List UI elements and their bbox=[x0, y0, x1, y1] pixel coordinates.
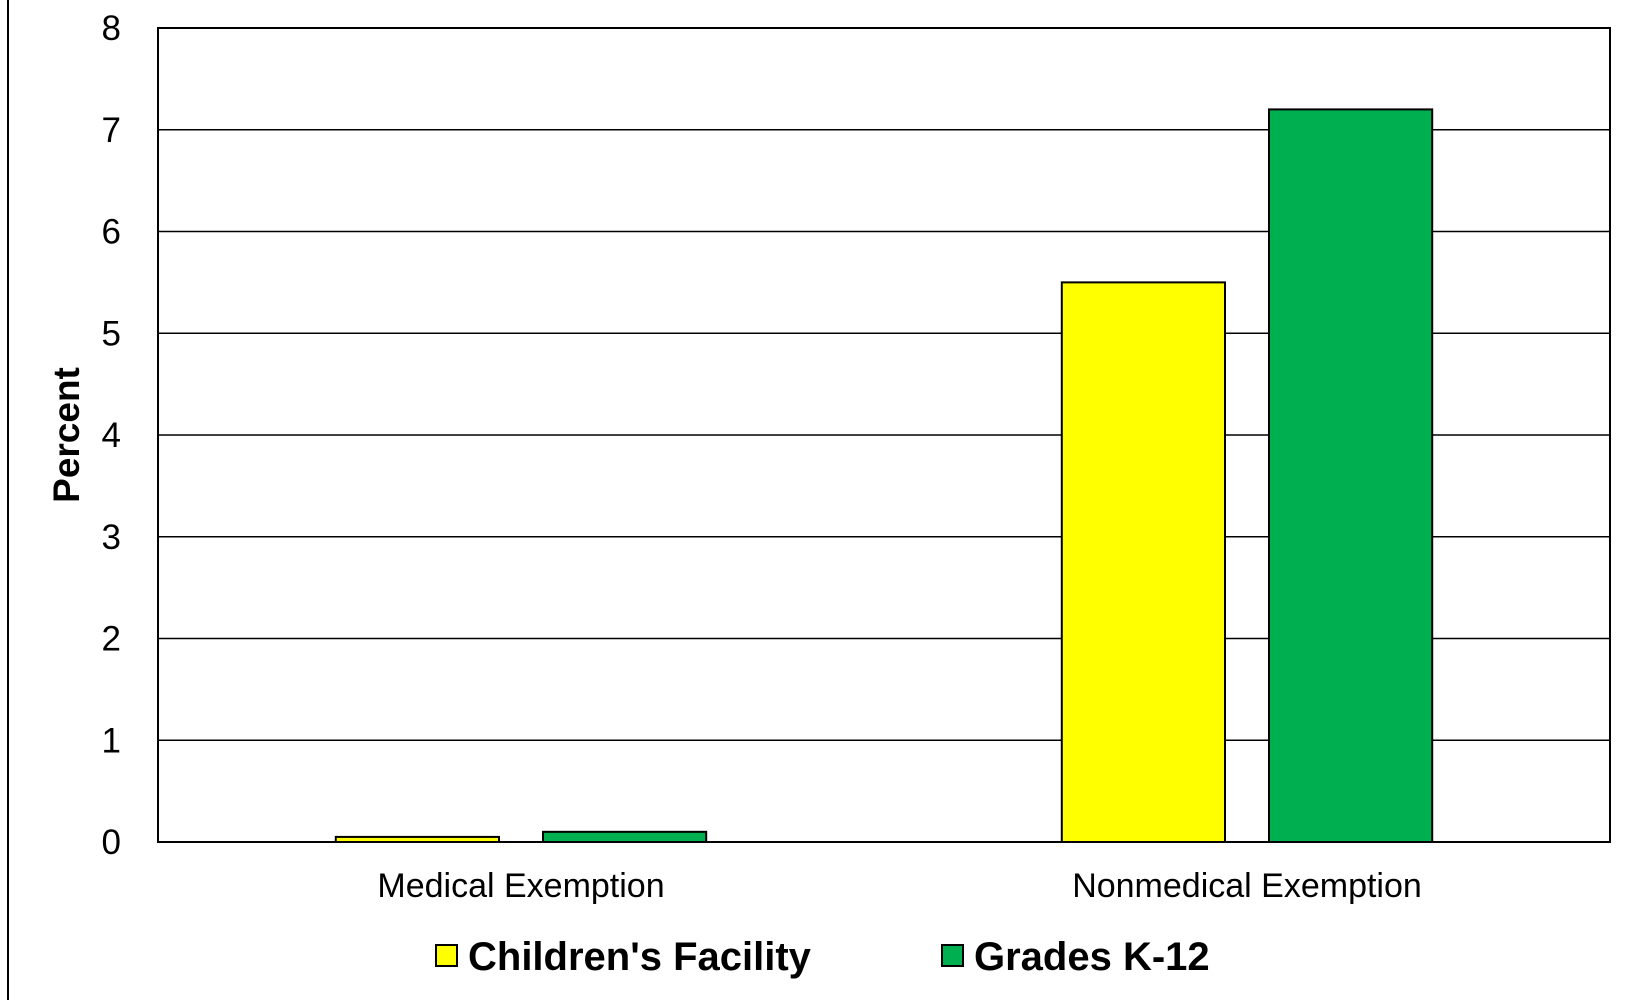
bar bbox=[541, 830, 708, 844]
legend-swatch bbox=[435, 944, 458, 967]
legend-label: Grades K-12 bbox=[974, 935, 1210, 979]
x-category-label: Nonmedical Exemption bbox=[1072, 867, 1422, 905]
x-axis-category-labels: Medical Exemption Nonmedical Exemption bbox=[377, 867, 1421, 905]
y-tick-label: 3 bbox=[102, 518, 121, 557]
y-tick-label: 8 bbox=[102, 9, 121, 48]
y-axis-tick-labels: 0 1 2 3 4 5 6 7 8 bbox=[102, 9, 121, 862]
x-category-label: Medical Exemption bbox=[377, 867, 664, 905]
y-tick-label: 4 bbox=[102, 416, 121, 455]
y-tick-label: 5 bbox=[102, 314, 121, 353]
legend-swatch bbox=[941, 944, 964, 967]
legend-label: Children's Facility bbox=[468, 935, 812, 979]
y-tick-label: 0 bbox=[102, 823, 121, 862]
plot-area-border bbox=[157, 27, 1611, 843]
y-tick-label: 6 bbox=[102, 213, 121, 252]
bar bbox=[1060, 281, 1227, 843]
y-tick-label: 1 bbox=[102, 721, 121, 760]
y-axis-label: Percent bbox=[46, 367, 87, 503]
legend: Children's Facility Grades K-12 bbox=[435, 935, 1210, 979]
y-tick-label: 2 bbox=[102, 620, 121, 659]
y-tick-label: 7 bbox=[102, 111, 121, 150]
bar bbox=[1267, 108, 1434, 843]
